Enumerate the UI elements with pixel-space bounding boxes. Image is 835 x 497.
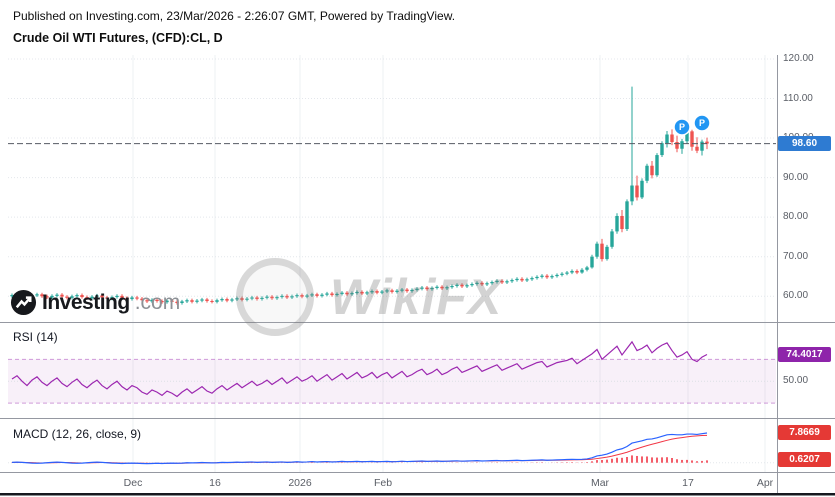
wikifx-watermark-text: WikiFX xyxy=(330,269,503,325)
price-axis-label: 110.00 xyxy=(783,92,813,104)
rsi-indicator-label[interactable]: RSI (14) xyxy=(13,330,58,344)
time-axis[interactable]: Dec 16 2026 Feb Mar 17 Apr xyxy=(0,477,780,491)
chart-title: Crude Oil WTI Futures, (CFD):CL, D xyxy=(13,31,223,45)
macd-indicator-label[interactable]: MACD (12, 26, close, 9) xyxy=(13,427,142,441)
price-axis-label: 50.00 xyxy=(783,375,809,387)
price-axis-label: 120.00 xyxy=(783,52,814,64)
investing-logo-icon xyxy=(10,289,37,316)
time-axis-label: Feb xyxy=(373,477,393,489)
wikifx-logo-icon xyxy=(236,258,314,336)
time-axis-label: 16 xyxy=(209,477,221,489)
investing-watermark: Investing .com xyxy=(10,289,180,316)
svg-text:P: P xyxy=(699,118,705,128)
marker-p-icon[interactable] xyxy=(693,114,711,132)
macd-layer xyxy=(8,432,776,465)
last-price-badge: 98.60 xyxy=(778,135,831,151)
wikifx-watermark: WikiFX xyxy=(236,258,502,336)
rsi-layer xyxy=(8,340,776,404)
published-line: Published on Investing.com, 23/Mar/2026 … xyxy=(13,9,456,23)
investing-watermark-suffix: .com xyxy=(134,290,181,314)
svg-text:P: P xyxy=(679,122,685,132)
time-axis-label: 17 xyxy=(682,477,694,489)
rsi-value-badge: 74.4017 xyxy=(778,346,831,362)
time-axis-label: Apr xyxy=(756,477,774,489)
time-axis-label: Mar xyxy=(590,477,610,489)
price-axis-label: 90.00 xyxy=(783,171,809,183)
time-axis-label: 2026 xyxy=(288,477,312,489)
time-axis-label: Dec xyxy=(123,477,143,489)
price-axis-label: 70.00 xyxy=(783,250,809,262)
price-axis-label: 80.00 xyxy=(783,211,809,223)
marker-p-icon[interactable] xyxy=(673,118,691,136)
investing-watermark-text: Investing xyxy=(42,290,130,314)
macd-hist-badge: 0.6207 xyxy=(778,452,831,468)
panel-separators xyxy=(0,55,835,496)
macd-value-badge: 7.8669 xyxy=(778,425,831,441)
price-axis-label: 60.00 xyxy=(783,290,809,302)
price-axis[interactable]: 120.00110.00100.0090.0080.0070.0060.0050… xyxy=(778,0,835,497)
